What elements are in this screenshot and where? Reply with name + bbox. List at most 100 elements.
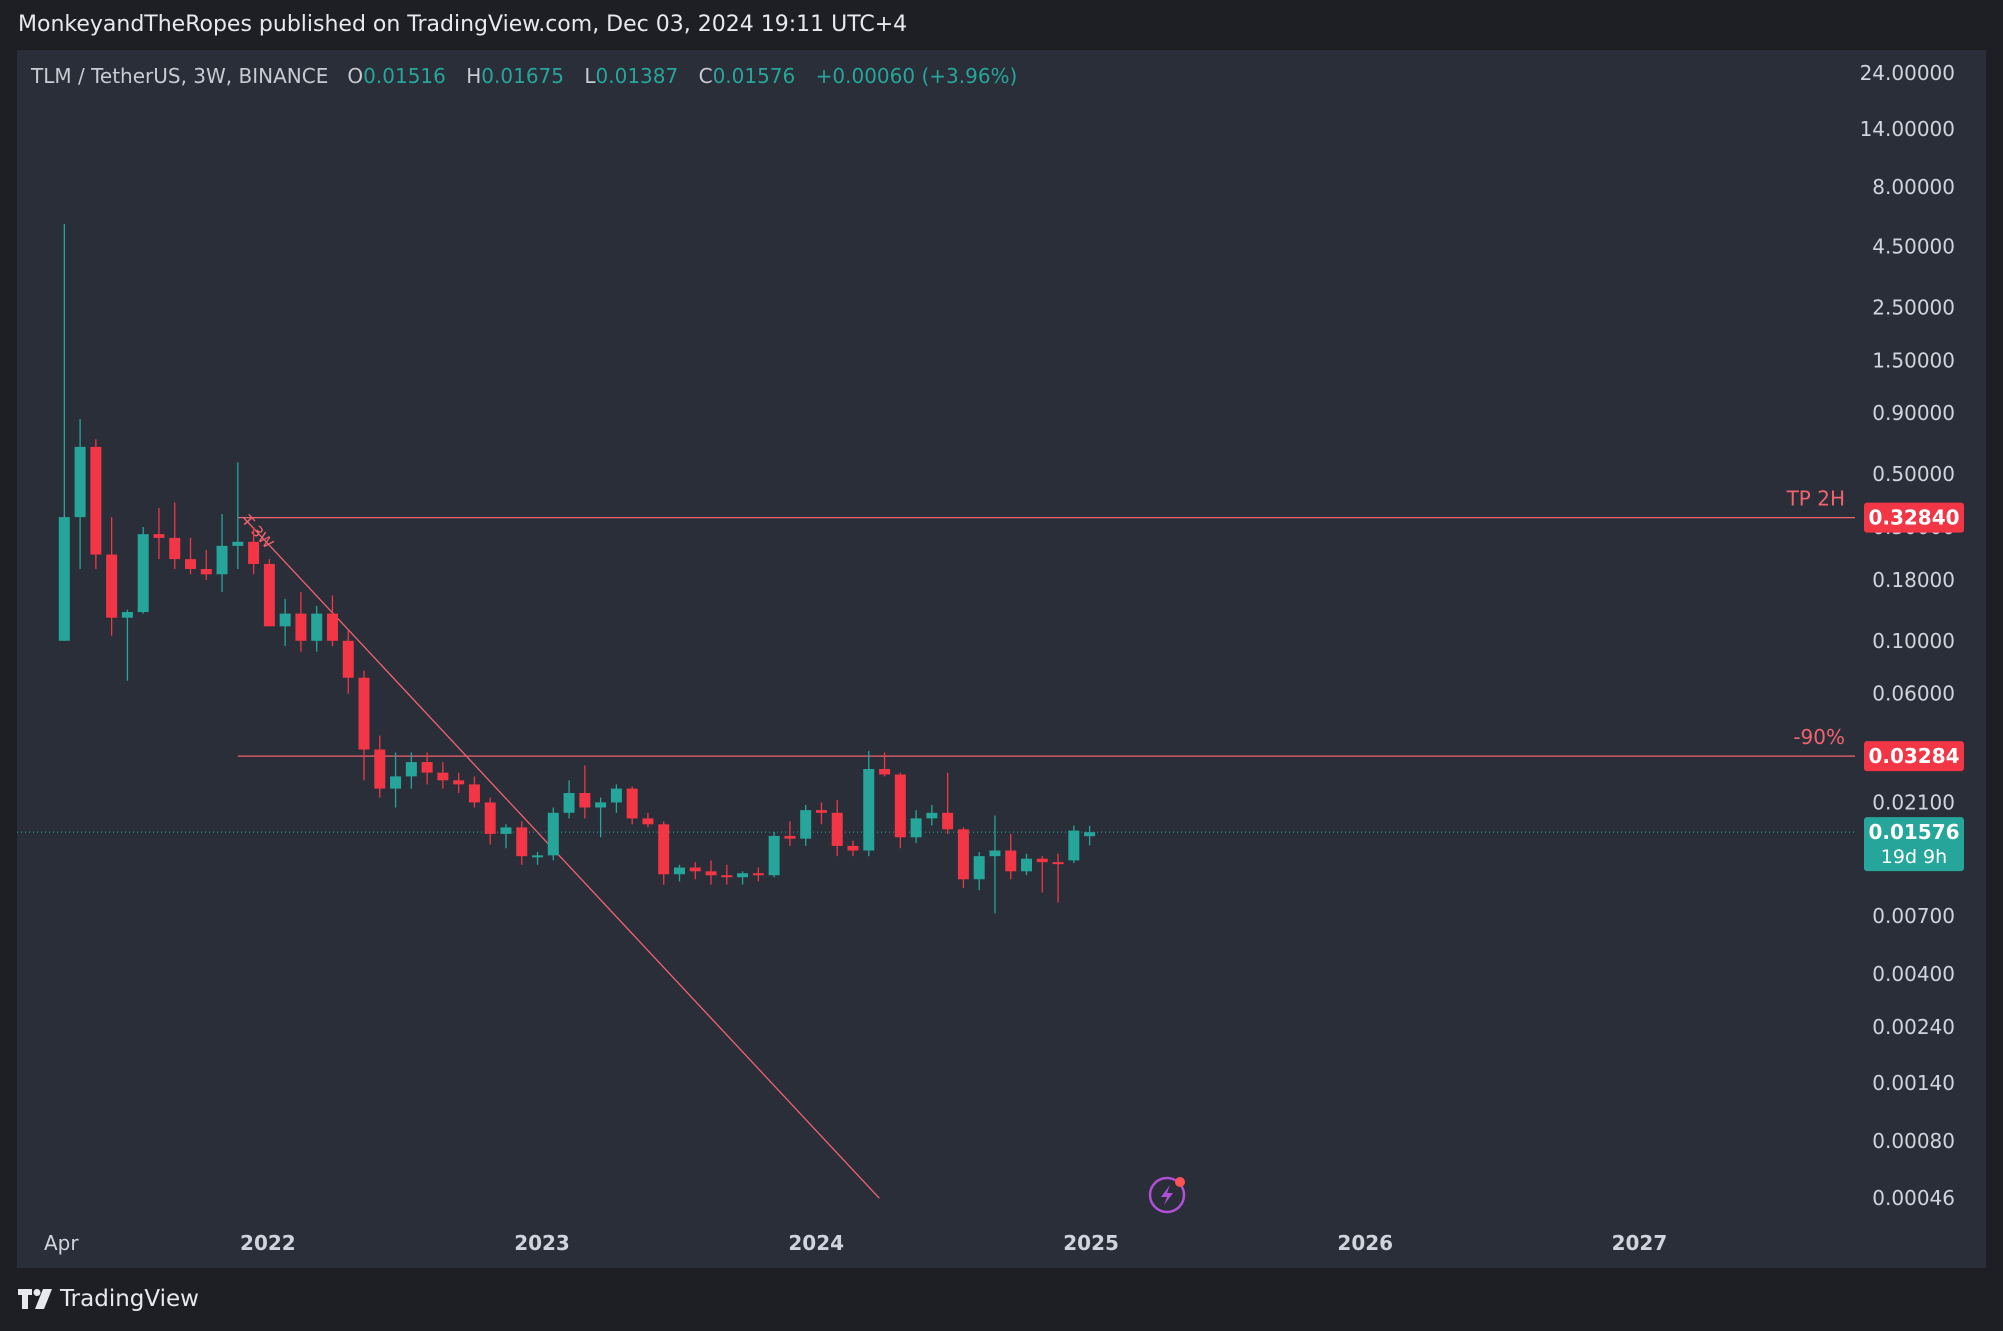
x-tick-label: Apr [44, 1231, 79, 1255]
candle[interactable] [200, 568, 212, 575]
x-tick-label: 2024 [788, 1231, 844, 1255]
candle[interactable] [374, 749, 386, 789]
candle[interactable] [484, 802, 496, 834]
candle[interactable] [815, 810, 827, 813]
candle[interactable] [137, 534, 149, 613]
level-price-tag-text: 0.32840 [1868, 506, 1959, 530]
candle[interactable] [90, 446, 102, 555]
candle[interactable] [910, 818, 922, 838]
candle[interactable] [831, 812, 843, 846]
candle[interactable] [658, 824, 670, 875]
candle[interactable] [926, 812, 938, 819]
candle[interactable] [390, 776, 402, 789]
candle[interactable] [547, 812, 559, 856]
candle[interactable] [737, 873, 749, 878]
candle[interactable] [106, 554, 118, 618]
candle[interactable] [532, 855, 544, 858]
change-value: +0.00060 (+3.96%) [815, 64, 1018, 88]
candle[interactable] [705, 871, 717, 876]
candle[interactable] [784, 835, 796, 839]
candle[interactable] [232, 541, 244, 546]
x-tick-label: 2022 [240, 1231, 296, 1255]
candle[interactable] [263, 563, 275, 627]
candle[interactable] [1005, 850, 1017, 872]
candle[interactable] [689, 867, 701, 872]
level-price-tag [1864, 502, 1964, 533]
candle[interactable] [121, 612, 133, 618]
candle[interactable] [74, 446, 86, 518]
candle[interactable] [500, 827, 512, 834]
candle[interactable] [185, 559, 197, 569]
candle[interactable] [216, 545, 228, 575]
footer-bar: TradingView [0, 1268, 2003, 1331]
publish-bar: MonkeyandTheRopes published on TradingVi… [0, 0, 2003, 50]
candle[interactable] [437, 772, 449, 781]
candle[interactable] [879, 769, 891, 775]
candle[interactable] [563, 793, 575, 813]
candle[interactable] [1036, 858, 1048, 863]
candle[interactable] [1068, 830, 1080, 861]
y-tick-label: 0.10000 [1872, 629, 1955, 653]
y-tick-label: 0.06000 [1872, 682, 1955, 706]
price-chart[interactable]: 24.00000 14.00000 8.00000 4.50000 2.50000 1.5… [17, 50, 1986, 1268]
candle[interactable] [58, 517, 70, 641]
candle[interactable] [642, 818, 654, 825]
candle[interactable] [516, 827, 528, 857]
candle[interactable] [989, 850, 1001, 857]
candle[interactable] [279, 613, 291, 627]
level-price-tag-text: 0.03284 [1868, 744, 1959, 768]
y-tick-label: 0.00400 [1872, 962, 1955, 986]
candle[interactable] [673, 867, 685, 875]
candle[interactable] [169, 537, 181, 560]
brand-name: TradingView [60, 1286, 199, 1312]
candle[interactable] [405, 762, 417, 777]
last-price-tag-text: 0.01576 [1868, 820, 1959, 844]
candle[interactable] [326, 613, 338, 641]
candle[interactable] [421, 762, 433, 773]
candle[interactable] [453, 780, 465, 785]
candle[interactable] [721, 875, 733, 878]
candle[interactable] [752, 873, 764, 876]
candle[interactable] [847, 845, 859, 851]
x-tick-label: 2027 [1612, 1231, 1668, 1255]
x-tick-label: 2025 [1063, 1231, 1119, 1255]
candle[interactable] [863, 769, 875, 851]
trendline[interactable] [242, 516, 880, 1199]
y-tick-label: 8.00000 [1872, 175, 1955, 199]
candle[interactable] [610, 788, 622, 803]
close-value: 0.01576 [712, 64, 796, 88]
candle[interactable] [468, 784, 480, 803]
published-info: MonkeyandTheRopes published on TradingVi… [18, 12, 908, 37]
candle[interactable] [973, 856, 985, 880]
candle[interactable] [248, 541, 260, 564]
candle[interactable] [358, 677, 370, 750]
candle[interactable] [894, 774, 906, 838]
y-tick-label: 0.50000 [1872, 462, 1955, 486]
x-tick-label: 2023 [514, 1231, 570, 1255]
candle[interactable] [295, 613, 307, 641]
candle[interactable] [311, 613, 323, 641]
y-tick-label: 0.00700 [1872, 904, 1955, 928]
level-label: -90% [1793, 725, 1845, 749]
candle[interactable] [1084, 832, 1096, 837]
candle[interactable] [626, 788, 638, 819]
candle[interactable] [342, 640, 354, 678]
candle[interactable] [1021, 858, 1033, 872]
candle[interactable] [768, 835, 780, 876]
candle[interactable] [153, 534, 165, 538]
candle[interactable] [957, 829, 969, 880]
close-label: C [698, 64, 713, 88]
last-price-tag [1864, 817, 1964, 872]
y-tick-label: 0.00080 [1872, 1129, 1955, 1153]
bar-countdown-text: 19d 9h [1881, 846, 1947, 868]
candle[interactable] [800, 810, 812, 839]
candle[interactable] [942, 812, 954, 830]
chart-area[interactable]: 24.00000 14.00000 8.00000 4.50000 2.50000 1.5… [17, 50, 1986, 1268]
tradingview-logo[interactable]: TradingView [18, 1286, 199, 1312]
lightning-bolt-glyph [1161, 1185, 1173, 1205]
low-label: L [584, 64, 596, 88]
candle[interactable] [579, 793, 591, 808]
candle[interactable] [595, 802, 607, 808]
candle[interactable] [1052, 862, 1064, 865]
y-tick-label: 1.50000 [1872, 348, 1955, 372]
